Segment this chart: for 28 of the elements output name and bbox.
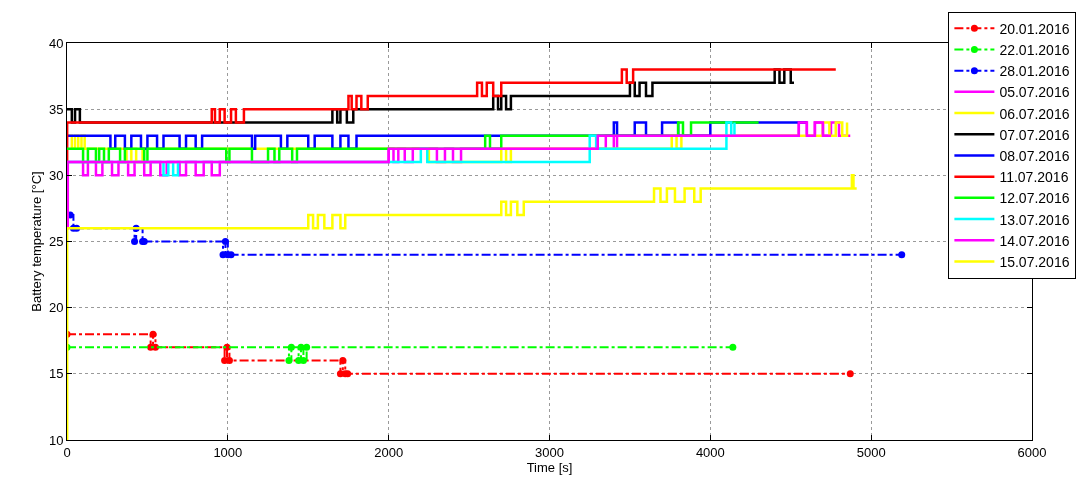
x-axis-title: Time [s]	[526, 460, 573, 476]
x-tick-label: 0	[63, 444, 71, 460]
x-tick-label: 6000	[1017, 444, 1047, 460]
legend-label: 28.01.2016	[999, 63, 1070, 80]
legend-label: 07.07.2016	[999, 126, 1070, 143]
legend-label: 11.07.2016	[999, 169, 1069, 186]
y-tick-label: 10	[48, 432, 64, 448]
legend-label: 20.01.2016	[999, 20, 1070, 37]
x-tick-label: 2000	[374, 444, 404, 460]
x-tick-label: 3000	[535, 444, 564, 460]
y-tick-label: 30	[48, 167, 64, 183]
y-tick-label: 35	[48, 101, 64, 117]
x-tick-label: 1000	[213, 444, 243, 460]
legend-label: 05.07.2016	[999, 84, 1070, 101]
legend-label: 14.07.2016	[999, 232, 1070, 249]
legend-label: 22.01.2016	[999, 41, 1070, 58]
y-tick-label: 15	[48, 366, 64, 382]
y-tick-label: 20	[48, 300, 64, 316]
legend-label: 13.07.2016	[999, 211, 1070, 228]
legend-label: 08.07.2016	[999, 147, 1070, 164]
x-tick-label: 4000	[695, 444, 725, 460]
legend-label: 12.07.2016	[999, 190, 1070, 207]
y-tick-label: 40	[48, 35, 64, 51]
legend-label: 06.07.2016	[999, 105, 1070, 122]
legend-label: 15.07.2016	[999, 253, 1070, 270]
y-axis-title: Battery temperature [°C]	[28, 171, 44, 312]
y-tick-label: 25	[48, 234, 64, 250]
x-tick-label: 5000	[856, 444, 886, 460]
